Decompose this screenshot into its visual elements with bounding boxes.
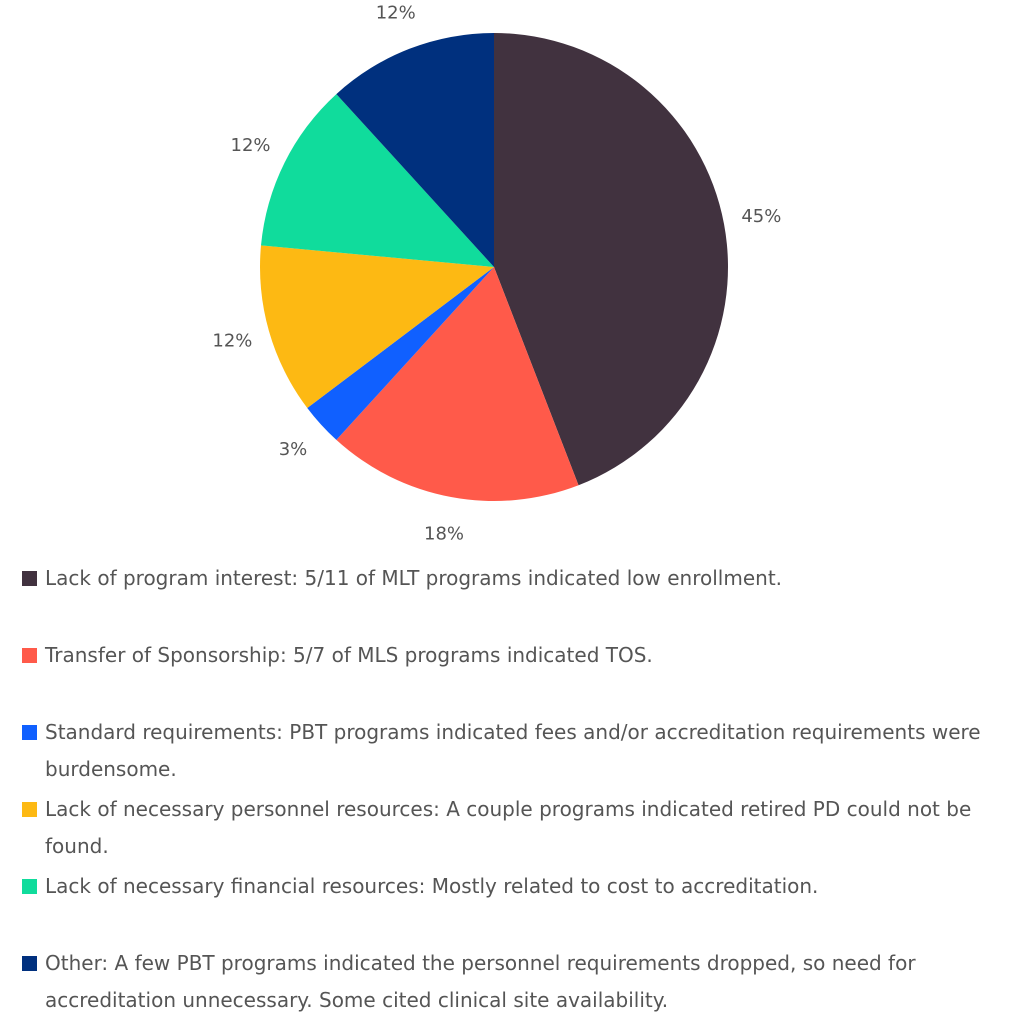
chart: 45% 18% 3% 12% 12% 12% bbox=[212, 2, 781, 544]
legend-swatch bbox=[22, 571, 37, 586]
pie-slice bbox=[260, 94, 494, 267]
legend-swatch bbox=[22, 648, 37, 663]
legend-item: Lack of program interest: 5/11 of MLT pr… bbox=[22, 560, 997, 637]
pie-slice bbox=[307, 267, 494, 440]
legend-label: Standard requirements: PBT programs indi… bbox=[45, 720, 981, 781]
legend-item: Transfer of Sponsorship: 5/7 of MLS prog… bbox=[22, 637, 997, 714]
pie-slice bbox=[336, 33, 494, 267]
legend-item: Lack of necessary personnel resources: A… bbox=[22, 791, 997, 868]
legend-label: Lack of program interest: 5/11 of MLT pr… bbox=[45, 566, 783, 590]
legend-label: Lack of necessary financial resources: M… bbox=[45, 874, 819, 898]
data-label: 18% bbox=[424, 523, 464, 544]
legend-label: Lack of necessary personnel resources: A… bbox=[45, 797, 972, 858]
pie-slice bbox=[260, 245, 494, 409]
data-label: 12% bbox=[212, 330, 252, 351]
legend-item: Lack of necessary financial resources: M… bbox=[22, 868, 997, 945]
legend-swatch bbox=[22, 802, 37, 817]
data-label: 12% bbox=[376, 2, 416, 23]
pie-slice bbox=[494, 33, 729, 486]
legend-item: Standard requirements: PBT programs indi… bbox=[22, 714, 997, 791]
legend-label: Transfer of Sponsorship: 5/7 of MLS prog… bbox=[45, 643, 653, 667]
data-label: 12% bbox=[231, 135, 271, 156]
data-label: 3% bbox=[279, 439, 308, 460]
legend-label: Other: A few PBT programs indicated the … bbox=[45, 951, 916, 1012]
data-label: 45% bbox=[741, 206, 781, 227]
pie-slice bbox=[336, 267, 579, 502]
legend-item: Other: A few PBT programs indicated the … bbox=[22, 945, 997, 1022]
legend-swatch bbox=[22, 956, 37, 971]
legend-swatch bbox=[22, 879, 37, 894]
legend: Lack of program interest: 5/11 of MLT pr… bbox=[22, 560, 997, 1022]
legend-swatch bbox=[22, 725, 37, 740]
